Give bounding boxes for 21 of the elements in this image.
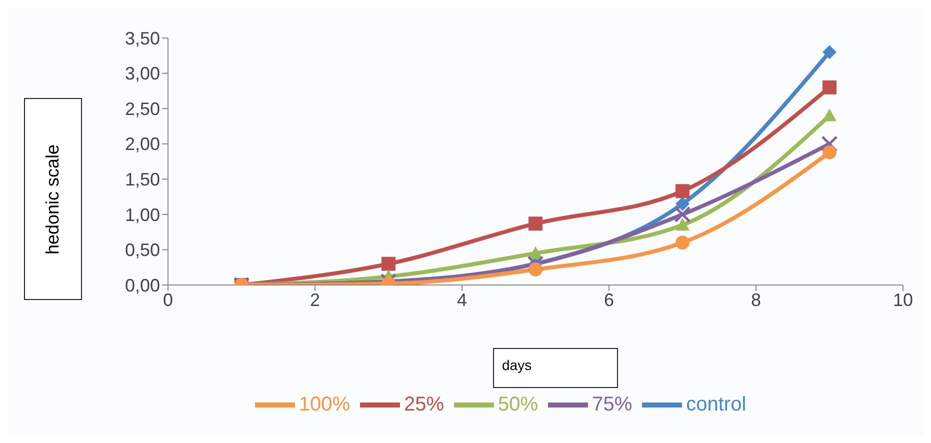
y-tick-label: 0,50 xyxy=(124,240,160,260)
legend-label: control xyxy=(686,393,746,416)
legend-label: 50% xyxy=(498,393,538,416)
x-tick-label: 10 xyxy=(892,290,914,310)
x-tick-label: 2 xyxy=(310,290,320,310)
legend-label: 25% xyxy=(404,393,444,416)
x-tick-label: 8 xyxy=(750,290,762,310)
x-axis-title: days xyxy=(493,348,618,388)
y-tick-label: 1,00 xyxy=(124,204,160,225)
y-tick-label: 1,50 xyxy=(124,170,160,190)
legend-label: 75% xyxy=(592,393,632,416)
y-tick-label: 0,00 xyxy=(124,275,160,296)
y-tick-label: 2,00 xyxy=(124,134,160,154)
x-tick-label: 6 xyxy=(604,290,614,310)
legend-label: 100% xyxy=(298,393,350,416)
y-tick-label: 2,50 xyxy=(124,98,160,119)
y-tick-label: 3,00 xyxy=(124,64,160,84)
x-tick-label: 4 xyxy=(456,290,468,310)
y-axis-title: hedonic scale xyxy=(42,144,64,254)
y-tick-label: 3,50 xyxy=(124,28,160,48)
x-tick-label: 0 xyxy=(162,290,174,310)
